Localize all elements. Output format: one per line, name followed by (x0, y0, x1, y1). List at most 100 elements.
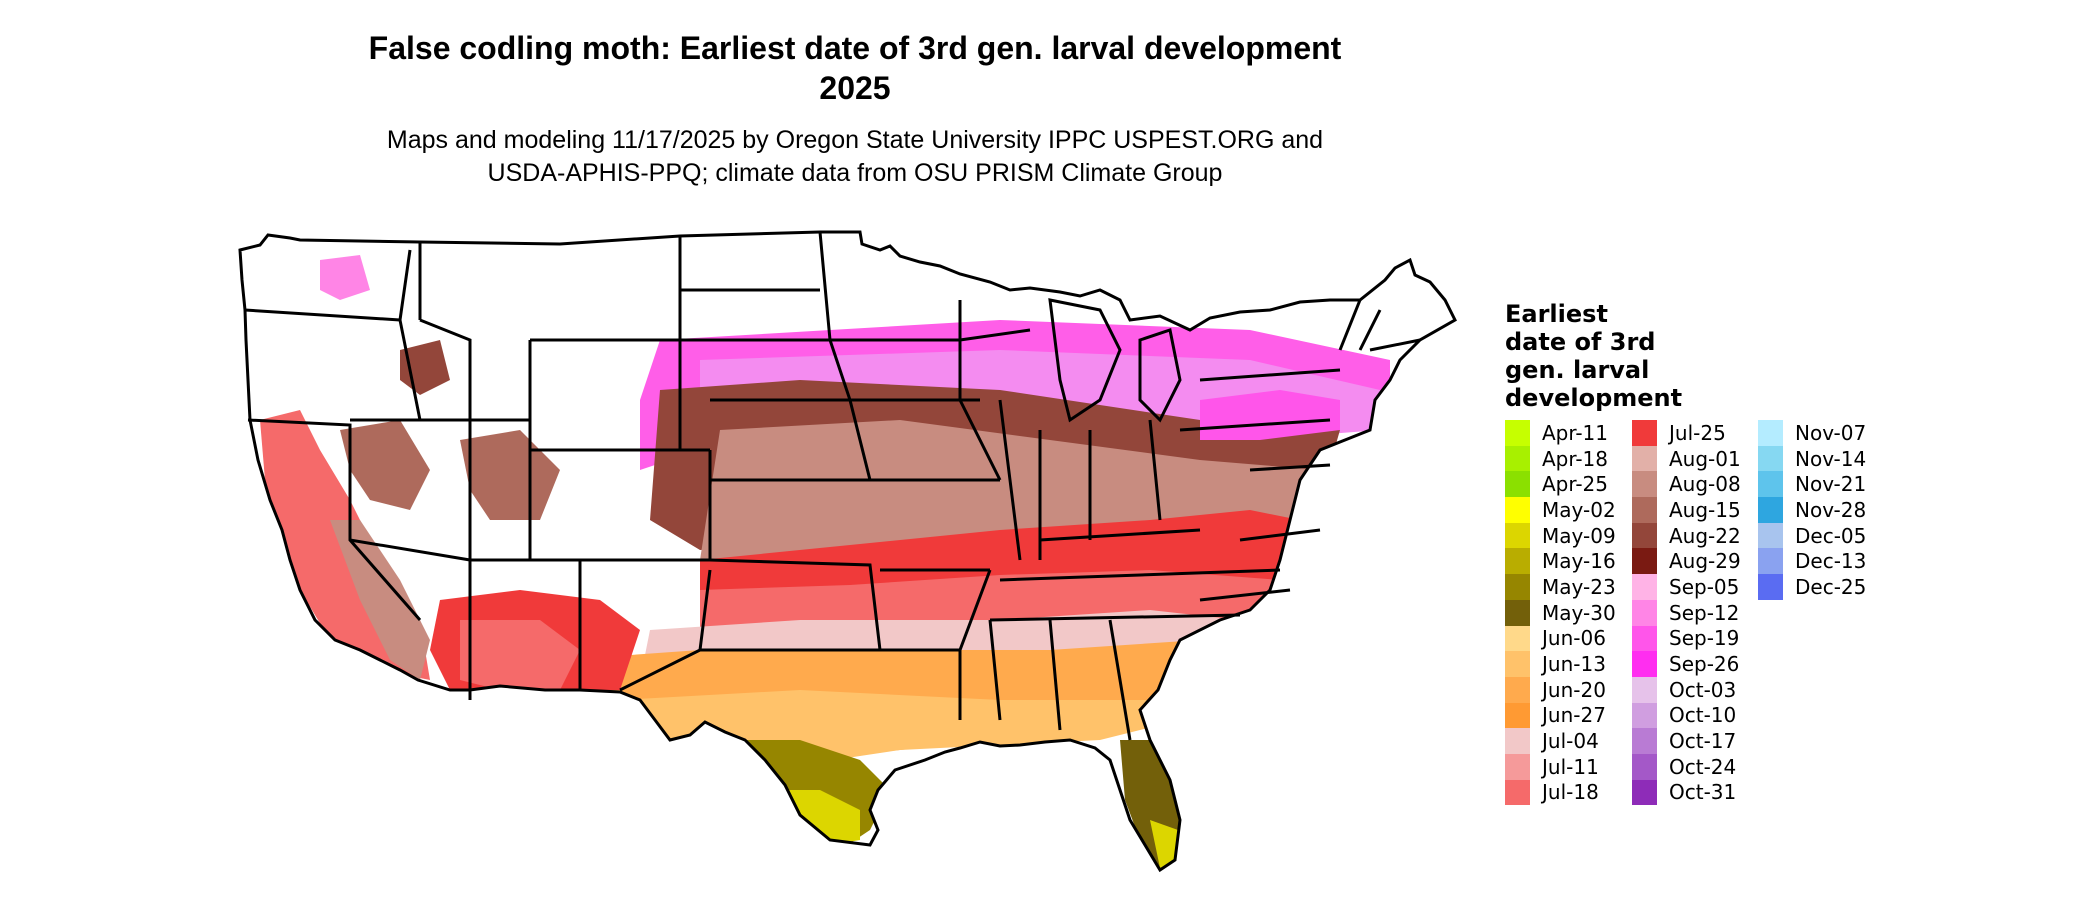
legend-item: Aug-15 (1632, 497, 1741, 523)
legend-title-line: date of 3rd (1505, 328, 1656, 356)
legend-item: Apr-25 (1505, 471, 1616, 498)
legend-label: Aug-08 (1669, 472, 1741, 497)
legend-item: Nov-21 (1758, 471, 1867, 498)
legend-item: Oct-17 (1632, 728, 1741, 754)
legend-swatch (1632, 420, 1657, 446)
legend-swatch (1758, 574, 1783, 600)
legend-item: May-09 (1505, 522, 1616, 549)
legend-item: Jun-27 (1505, 702, 1616, 729)
legend-swatch (1632, 471, 1657, 498)
legend-item: Oct-24 (1632, 753, 1741, 780)
legend-item: Aug-22 (1632, 522, 1741, 549)
legend-item: Dec-25 (1758, 574, 1866, 600)
legend-title-line: Earliest (1505, 300, 1608, 328)
legend-label: Nov-07 (1795, 420, 1867, 445)
legend-label: Dec-25 (1795, 574, 1867, 599)
legend-swatch (1505, 471, 1530, 498)
legend-label: Jul-18 (1542, 780, 1599, 805)
legend-swatch (1758, 548, 1783, 575)
state-borders (238, 230, 1457, 872)
legend-label: Jul-25 (1669, 420, 1726, 445)
legend-label: Apr-11 (1542, 420, 1608, 445)
legend-swatch (1632, 548, 1657, 575)
legend-item: Aug-01 (1632, 445, 1741, 472)
legend-swatch (1632, 651, 1657, 677)
legend-swatch (1632, 599, 1657, 626)
legend-swatch (1758, 522, 1783, 549)
legend-swatch (1505, 676, 1530, 703)
legend-label: Apr-18 (1542, 446, 1608, 471)
legend-item: Jul-25 (1632, 420, 1741, 446)
legend-label: Jul-04 (1542, 729, 1599, 754)
legend-column-1: Apr-11 Apr-18 Apr-25 May-02 May-09 May-16 May-… (1505, 420, 1616, 806)
legend-label: Sep-19 (1669, 626, 1740, 651)
legend-swatch (1758, 497, 1783, 523)
legend-swatch (1632, 728, 1657, 754)
legend-item: Nov-28 (1758, 497, 1866, 523)
legend-swatch (1632, 676, 1657, 703)
legend-item: May-02 (1505, 497, 1616, 523)
legend-label: Oct-31 (1669, 780, 1737, 805)
legend-item: Nov-07 (1758, 420, 1866, 446)
legend-label: Nov-21 (1795, 472, 1867, 497)
legend-label: May-16 (1542, 549, 1616, 574)
legend-swatch (1632, 522, 1657, 549)
legend-swatch (1505, 574, 1530, 600)
legend-label: Sep-12 (1669, 600, 1740, 625)
legend-item: Apr-18 (1505, 445, 1616, 472)
legend-item: Sep-05 (1632, 574, 1741, 600)
legend-swatch (1758, 471, 1783, 498)
subtitle-line-2: USDA-APHIS-PPQ; climate data from OSU PR… (487, 159, 1223, 187)
legend-item: Nov-14 (1758, 445, 1866, 472)
legend-title: Earliest date of 3rd gen. larval develop… (1505, 300, 1725, 412)
legend-item: May-23 (1505, 574, 1616, 600)
legend-swatch (1505, 779, 1530, 806)
legend-title-line: development (1505, 384, 1683, 412)
subtitle-line-1: Maps and modeling 11/17/2025 by Oregon S… (386, 126, 1324, 154)
legend-item: Jun-20 (1505, 676, 1616, 703)
legend-swatch (1505, 599, 1530, 626)
legend-label: Nov-28 (1795, 497, 1867, 522)
legend-label: Aug-22 (1669, 523, 1741, 548)
legend-item: Oct-03 (1632, 676, 1741, 703)
legend-item: Apr-11 (1505, 420, 1616, 446)
legend-column-2: Jul-25 Aug-01 Aug-08 Aug-15 Aug-22 Aug-29 Sep-… (1632, 420, 1741, 806)
legend-label: Aug-01 (1669, 446, 1741, 471)
legend-item: Sep-26 (1632, 651, 1741, 677)
legend-swatch (1505, 702, 1530, 729)
legend-swatch (1632, 574, 1657, 600)
legend-label: Dec-13 (1795, 549, 1867, 574)
legend-item: May-16 (1505, 548, 1616, 575)
legend-label: Oct-24 (1669, 754, 1737, 779)
legend-swatch (1632, 779, 1657, 806)
legend-swatch (1758, 445, 1783, 472)
legend-swatch (1505, 420, 1530, 446)
legend-item: Dec-13 (1758, 548, 1867, 575)
legend-label: May-30 (1542, 600, 1616, 625)
legend-label: Oct-10 (1669, 703, 1737, 728)
legend-label: Sep-05 (1669, 574, 1740, 599)
legend-item: Jul-18 (1505, 779, 1616, 806)
legend-label: Jun-06 (1542, 626, 1606, 651)
legend-swatch (1632, 625, 1657, 652)
legend-item: Oct-10 (1632, 702, 1741, 729)
legend-label: Jul-11 (1542, 754, 1599, 779)
legend-item: Jul-11 (1505, 753, 1616, 780)
legend-item: Jun-06 (1505, 625, 1616, 652)
legend-swatch (1505, 548, 1530, 575)
legend-label: Dec-05 (1795, 523, 1867, 548)
legend-item: Sep-12 (1632, 599, 1741, 626)
legend-swatch (1758, 420, 1783, 446)
legend-label: Apr-25 (1542, 472, 1608, 497)
legend-item: Aug-29 (1632, 548, 1741, 575)
legend-swatch (1505, 497, 1530, 523)
legend-item: Dec-05 (1758, 522, 1867, 549)
title-line-1: False codling moth: Earliest date of 3rd… (368, 30, 1342, 66)
legend-label: Jun-20 (1542, 677, 1606, 702)
legend-swatch (1632, 497, 1657, 523)
legend-item: Jun-13 (1505, 651, 1616, 677)
legend-item: Jul-04 (1505, 728, 1616, 754)
legend-swatch (1632, 753, 1657, 780)
